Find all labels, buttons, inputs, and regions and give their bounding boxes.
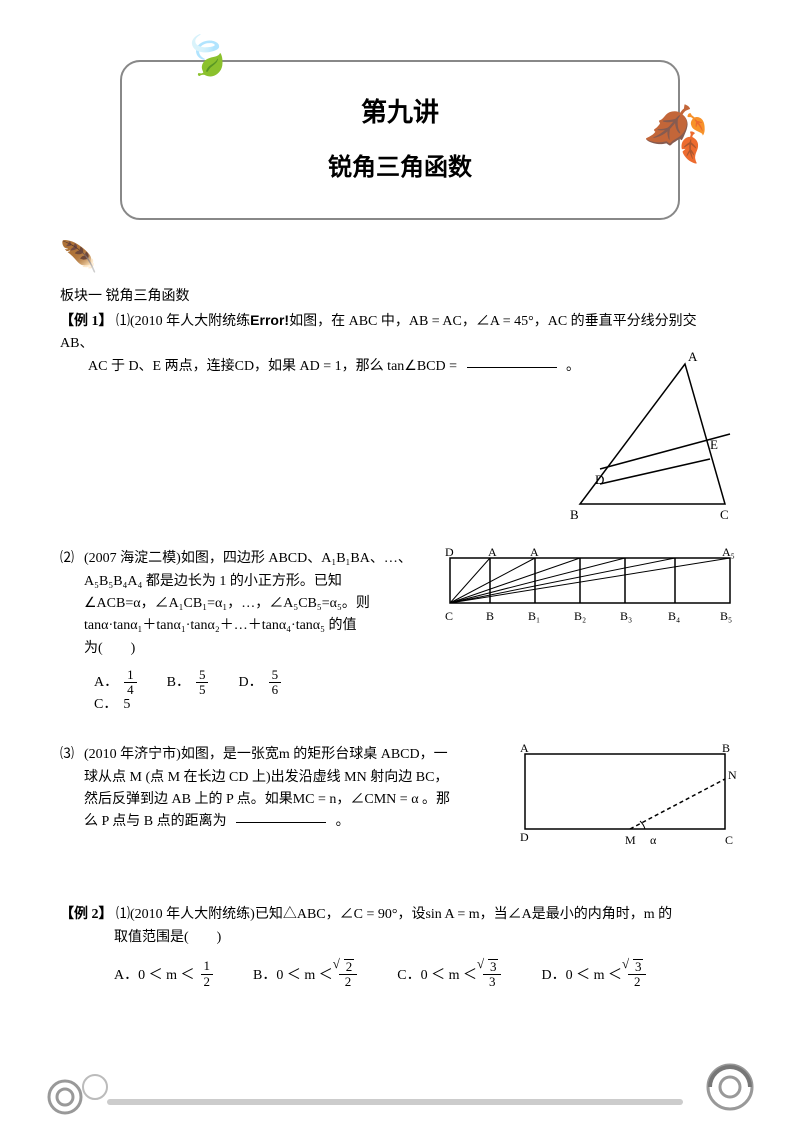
leaf-decoration-left: 🍃 [175, 25, 238, 86]
ex1-p3-text-e: 。 [336, 814, 350, 829]
choice-D: D． 56 [238, 668, 281, 698]
figure-triangle-abc: A B C D E [550, 349, 740, 529]
ex2-p1-text-b: 取值范围是( ) [114, 930, 221, 945]
svg-text:B: B [570, 507, 579, 522]
ex1-p3-source: (2010 年济宁市) [84, 747, 181, 762]
svg-text:C: C [720, 507, 729, 522]
svg-text:A: A [688, 349, 698, 364]
ex1-part2: ⑵ (2007 海淀二模)如图，四边形 ABCD、A₁B₁BA、…、A₅B₅B₄… [60, 548, 740, 716]
chapter-title: 第九讲 [122, 92, 678, 129]
svg-text:A: A [520, 744, 529, 755]
svg-text:α: α [650, 833, 657, 847]
answer-blank-3 [236, 822, 326, 823]
svg-text:D: D [445, 548, 454, 559]
ex1-p3-num: ⑶ [60, 744, 84, 854]
feather-decoration: 🪶 [60, 240, 740, 275]
ex2-p1-text-a: 已知△ABC，∠C = 90°，设sin A = m，当∠A是最小的内角时，m … [255, 907, 672, 922]
ex1-part3: ⑶ (2010 年济宁市)如图，是一张宽m 的矩形台球桌 ABCD，一 球从点 … [60, 744, 740, 854]
choice-C: C． 5 [94, 694, 130, 716]
ex2-choice-D: D．0 ＜ m ＜ 32 [541, 959, 646, 990]
ex2-label: 【例 2】 [60, 907, 113, 922]
ex1-p2-text-c: 为( ) [84, 641, 135, 656]
ex1-p1-source: (2010 年人大附统练 [130, 314, 250, 329]
example-1: 【例 1】 ⑴(2010 年人大附统练Error!如图，在 ABC 中，AB =… [60, 309, 740, 854]
ex2-choice-C: C．0 ＜ m ＜ 33 [397, 959, 501, 990]
ex2-choice-B: B．0 ＜ m ＜ 22 [253, 959, 357, 990]
svg-text:M: M [625, 833, 636, 847]
ex2-p1-source: (2010 年人大附统练) [130, 907, 255, 922]
svg-text:A₅: A₅ [722, 548, 735, 559]
svg-text:A: A [488, 548, 497, 559]
figure-squares-row: D A A A₅ C B B₁ B₂ B₃ B₄ B₅ [430, 548, 740, 716]
ex1-p1-text-c: AC 于 D、E 两点，连接CD，如果 AD = 1，那么 tan∠BCD = [88, 359, 457, 374]
svg-text:C: C [445, 609, 453, 623]
ex1-p3-text-a: 如图，是一张宽m 的矩形台球桌 ABCD，一 [181, 747, 448, 762]
figure-billiard: A B N D M α C [510, 744, 740, 854]
error-text: Error! [250, 312, 289, 328]
ex1-p2-source: (2007 海淀二模) [84, 551, 181, 566]
svg-text:B₄: B₄ [668, 609, 680, 623]
svg-text:A: A [530, 548, 539, 559]
svg-text:N: N [728, 768, 737, 782]
ex1-p3-text-c: 然后反弹到边 AB 上的 P 点。如果MC = n，∠CMN = α 。那 [84, 792, 450, 807]
ex1-p1-text-b: AB、 [60, 336, 93, 351]
svg-text:E: E [710, 437, 718, 452]
svg-text:B₁: B₁ [528, 609, 540, 623]
section-block-title: 板块一 锐角三角函数 [60, 285, 740, 305]
svg-text:B: B [486, 609, 494, 623]
ex1-p2-text-b: ∠ACB=α，∠A₁CB₁=α₁，…，∠A₅CB₅=α₅。则 tanα·tanα… [84, 596, 370, 633]
ex2-choices: A．0 ＜ m ＜ 12 B．0 ＜ m ＜ 22 C．0 ＜ m ＜ 33 D… [60, 959, 740, 990]
ex1-p1-num: ⑴ [116, 314, 130, 329]
svg-text:B₂: B₂ [574, 609, 586, 623]
ex1-label: 【例 1】 [60, 314, 113, 329]
svg-text:C: C [725, 833, 733, 847]
ex1-p2-num: ⑵ [60, 548, 84, 716]
ex1-p3-text-b: 球从点 M (点 M 在长边 CD 上)出发沿虚线 MN 射向边 BC， [84, 770, 448, 785]
example-2: 【例 2】 ⑴(2010 年人大附统练)已知△ABC，∠C = 90°，设sin… [60, 904, 740, 989]
svg-text:B: B [722, 744, 730, 755]
choice-B: B． 55 [167, 668, 209, 698]
svg-text:B₃: B₃ [620, 609, 632, 623]
svg-text:D: D [595, 472, 604, 487]
svg-text:B₅: B₅ [720, 609, 732, 623]
ex1-p3-text-d: 么 P 点与 B 点的距离为 [84, 814, 227, 829]
topic-title: 锐角三角函数 [122, 147, 678, 182]
ex2-choice-A: A．0 ＜ m ＜ 12 [114, 959, 213, 990]
ex2-p1-num: ⑴ [116, 907, 130, 922]
header-banner: 🍃 🍂 第九讲 锐角三角函数 [120, 60, 680, 220]
svg-text:D: D [520, 830, 529, 844]
ex1-p1-text-a: 如图，在 ABC 中，AB = AC，∠A = 45°，AC 的垂直平分线分别交 [289, 314, 697, 329]
footer-decoration [40, 1057, 760, 1117]
answer-blank-1 [467, 367, 557, 368]
